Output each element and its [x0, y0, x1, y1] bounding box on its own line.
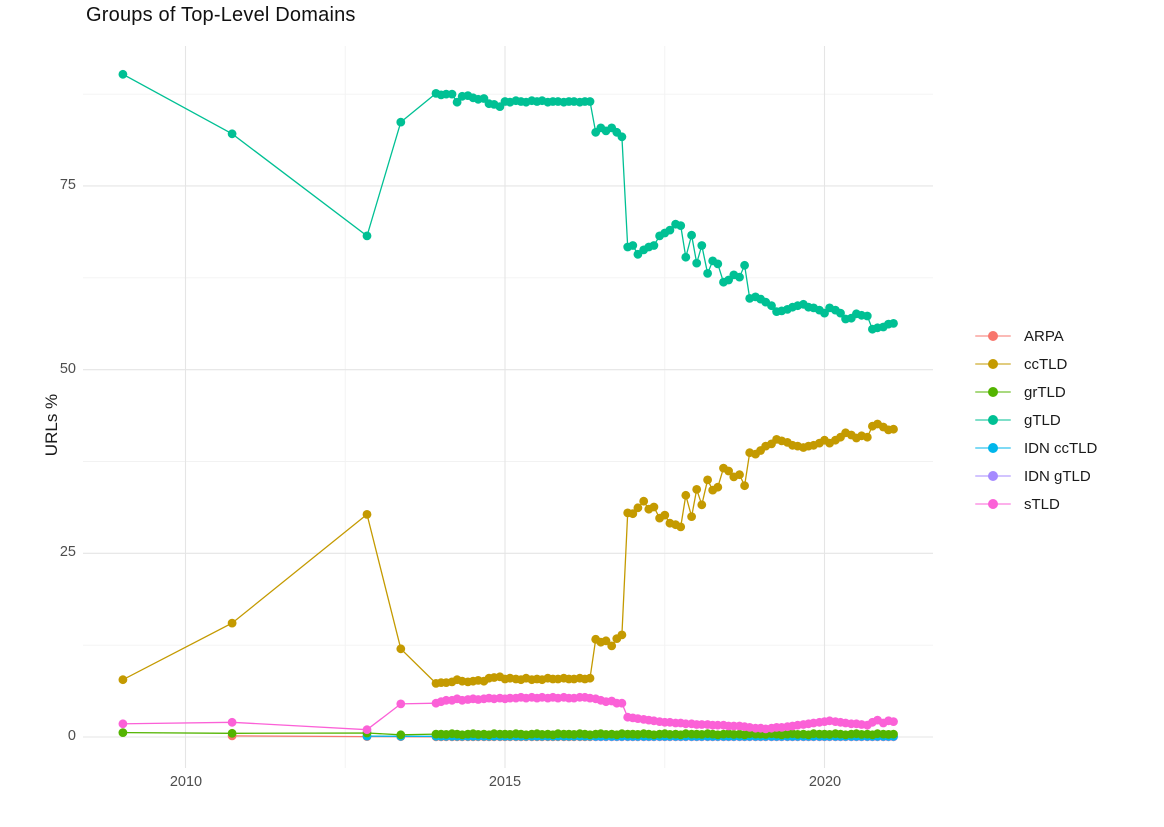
- data-point: [697, 241, 707, 250]
- data-point: [724, 466, 733, 476]
- data-point: [617, 698, 627, 708]
- legend-key-icon: [975, 410, 1011, 430]
- data-point: [703, 269, 712, 278]
- data-point: [692, 485, 702, 494]
- data-point: [681, 490, 691, 500]
- chart-title: Groups of Top-Level Domains: [86, 4, 356, 26]
- data-point: [585, 673, 595, 683]
- legend-item-grtld: grTLD: [975, 378, 1097, 406]
- data-point: [735, 272, 744, 282]
- legend-item-stld: sTLD: [975, 490, 1097, 518]
- data-point: [396, 699, 406, 709]
- legend-key-icon: [975, 382, 1011, 402]
- y-tick-label-0: 0: [67, 728, 76, 744]
- legend-item-idn-cctld: IDN ccTLD: [975, 434, 1097, 462]
- data-point: [836, 308, 845, 318]
- data-point: [396, 644, 406, 654]
- data-point: [617, 630, 627, 640]
- legend-key-icon: [975, 326, 1011, 346]
- data-point: [362, 725, 372, 735]
- data-point: [889, 319, 898, 328]
- y-tick-label-50: 50: [59, 361, 76, 377]
- legend-item-cctld: ccTLD: [975, 350, 1097, 378]
- data-point: [703, 475, 712, 485]
- data-point: [118, 675, 128, 685]
- data-point: [681, 252, 691, 262]
- data-point: [687, 512, 696, 521]
- legend-item-label: grTLD: [1024, 383, 1066, 401]
- data-point: [118, 69, 128, 79]
- legend-item-arpa: ARPA: [975, 322, 1097, 350]
- data-point: [862, 311, 872, 321]
- data-point: [628, 241, 638, 250]
- data-point: [628, 509, 638, 519]
- series-cctld: [118, 419, 898, 688]
- x-tick-label-2015: 2015: [488, 774, 522, 790]
- x-tick-label-2010: 2010: [169, 774, 203, 790]
- grid-major: [83, 46, 933, 768]
- legend-item-label: IDN gTLD: [1024, 467, 1091, 485]
- data-point: [889, 424, 898, 434]
- data-point: [889, 729, 898, 739]
- data-point: [713, 259, 723, 269]
- data-point: [692, 258, 702, 268]
- data-point: [362, 231, 372, 241]
- legend-item-label: ARPA: [1024, 327, 1064, 345]
- data-point: [740, 481, 749, 491]
- legend-item-gtld: gTLD: [975, 406, 1097, 434]
- legend-item-idn-gtld: IDN gTLD: [975, 462, 1097, 490]
- data-point: [617, 132, 627, 142]
- data-point: [767, 301, 776, 311]
- legend-key-icon: [975, 354, 1011, 374]
- data-point: [396, 730, 406, 740]
- legend: ARPA ccTLD grTLD gTLD IDN ccTLD IDN gTLD…: [975, 322, 1097, 518]
- data-point: [649, 502, 659, 512]
- data-point: [735, 470, 744, 480]
- series-stld: [118, 692, 898, 735]
- data-point: [447, 89, 457, 99]
- legend-key-icon: [975, 494, 1011, 514]
- data-point: [601, 636, 611, 646]
- data-point: [452, 97, 462, 107]
- data-point: [227, 129, 237, 139]
- data-point: [607, 641, 617, 651]
- data-point: [227, 618, 237, 628]
- y-tick-label-25: 25: [59, 544, 76, 560]
- legend-item-label: sTLD: [1024, 495, 1060, 513]
- grid-minor: [83, 46, 933, 768]
- data-point: [585, 97, 595, 106]
- data-point: [665, 225, 675, 235]
- data-point: [660, 510, 670, 520]
- y-axis-title: URLs %: [42, 393, 61, 457]
- legend-item-label: IDN ccTLD: [1024, 439, 1098, 457]
- data-point: [118, 719, 128, 729]
- data-point: [676, 522, 686, 532]
- x-tick-label-2020: 2020: [808, 774, 842, 790]
- data-point: [227, 717, 237, 727]
- data-point: [639, 496, 649, 506]
- data-point: [118, 728, 128, 737]
- data-point: [649, 241, 659, 250]
- data-point: [862, 432, 872, 442]
- legend-key-icon: [975, 466, 1011, 486]
- data-point: [889, 717, 898, 726]
- legend-item-label: gTLD: [1024, 411, 1061, 429]
- series-gtld: [118, 69, 898, 334]
- data-point: [713, 482, 723, 492]
- data-point: [227, 728, 237, 738]
- y-tick-label-75: 75: [59, 177, 76, 193]
- data-point: [396, 117, 406, 127]
- data-point: [633, 503, 643, 513]
- data-point: [740, 260, 749, 270]
- data-point: [676, 221, 686, 231]
- data-point: [697, 500, 707, 510]
- legend-item-label: ccTLD: [1024, 355, 1068, 373]
- data-point: [362, 510, 372, 519]
- data-point: [687, 230, 696, 240]
- legend-key-icon: [975, 438, 1011, 458]
